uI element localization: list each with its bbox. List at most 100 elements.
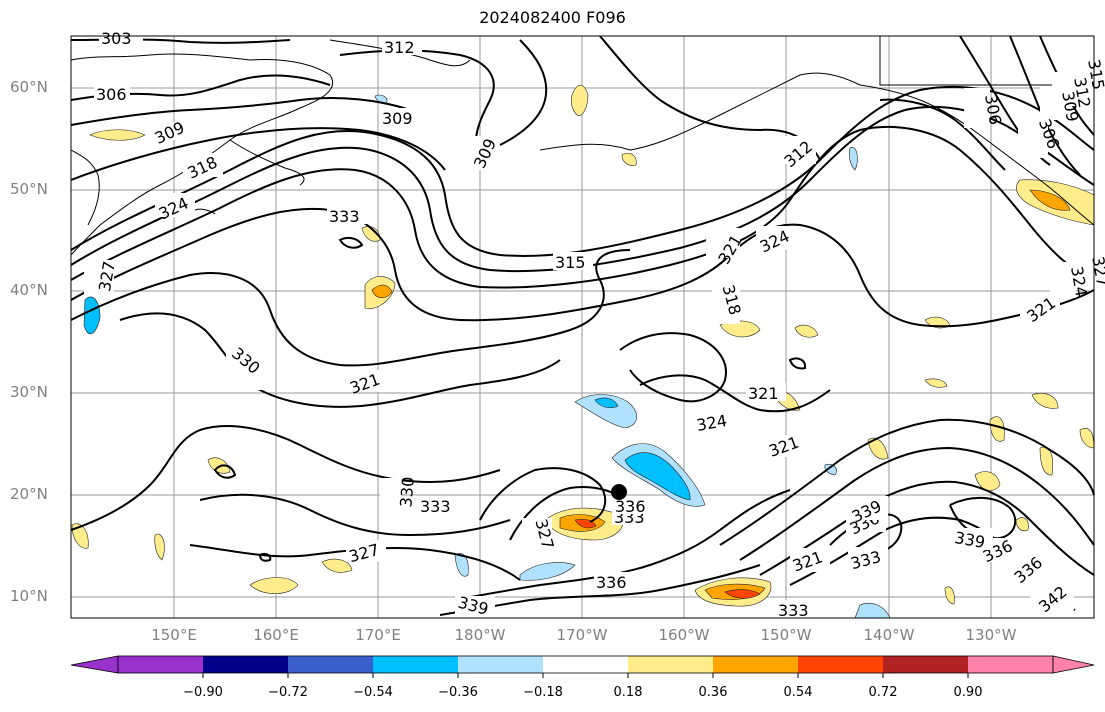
contour-327c [759, 480, 1095, 576]
contour-label: 315 [1084, 58, 1105, 91]
shade-pos-2-red [724, 589, 761, 599]
shade-pos-7 [974, 471, 1001, 492]
colorbar-cell [543, 656, 628, 673]
figure-title: 2024082400 F096 [479, 8, 626, 27]
contour-336b [454, 489, 791, 601]
shade-pos-3 [570, 84, 589, 116]
shaded-field [71, 84, 1095, 619]
shade-pos-18 [794, 324, 819, 338]
lat-label: 30°N [10, 383, 48, 401]
contour-label: 330 [396, 476, 418, 508]
contour-324b [739, 446, 1095, 561]
shade-pos-14 [71, 523, 89, 549]
shade-neg-4 [454, 553, 469, 577]
shade-pos-22 [1015, 517, 1029, 532]
colorbar-tick-label: −0.18 [523, 685, 563, 700]
coast-sakhalin [70, 149, 100, 226]
shade-pos-alaska-orange [1029, 189, 1071, 211]
lat-label: 10°N [10, 587, 48, 605]
contour-label: 312 [384, 38, 415, 57]
colorbar [70, 655, 1095, 678]
colorbar-cell [288, 656, 373, 673]
colorbar-cell [203, 656, 288, 673]
lat-label: 60°N [10, 78, 48, 96]
lon-label: 150°E [151, 626, 197, 644]
lon-label: 150°W [760, 626, 812, 644]
map-panel: 303 306 309 309 309 312 312 315 318 318 [70, 29, 1105, 620]
coast-kamchatka [70, 53, 333, 256]
contour-309 [70, 97, 411, 126]
contour-label: 333 [420, 497, 451, 516]
lat-label: 40°N [10, 281, 48, 299]
contour-336 [479, 467, 607, 523]
shade-pos-16 [321, 558, 353, 573]
shade-neg-2 [574, 394, 637, 429]
colorbar-tick-label: 0.18 [613, 685, 643, 700]
shade-pos-11 [989, 416, 1005, 442]
colorbar-cell [373, 656, 458, 673]
contour-333 [199, 493, 511, 537]
colorbar-tick-label: −0.90 [183, 685, 223, 700]
coast-aleutians-alaska [539, 72, 861, 151]
shade-pos-19 [621, 152, 637, 166]
shade-pos-20 [1031, 392, 1059, 409]
contour-330 [119, 312, 561, 408]
contour-315 [70, 85, 1095, 257]
lon-label: 180°W [454, 626, 506, 644]
lat-label: 50°N [10, 180, 48, 198]
shade-pos-24 [944, 586, 955, 605]
shade-pos-8 [867, 437, 889, 460]
contour-306b [879, 98, 1006, 171]
shade-neg-3 [519, 562, 576, 581]
contour-label: 321 [748, 384, 779, 403]
contour-321b [719, 418, 1095, 546]
contour-label: 315 [555, 253, 586, 272]
contour-327 [70, 249, 631, 367]
colorbar-tick-label: −0.36 [438, 685, 478, 700]
colorbar-cell [713, 656, 798, 673]
contour-label: 303 [101, 29, 132, 48]
contour-324c [619, 332, 727, 403]
contour-label: 333 [778, 601, 809, 620]
coast-okhotsk [229, 139, 305, 186]
contour-330b [70, 424, 501, 531]
shade-neg-west [83, 296, 101, 335]
contour-label: 336 [615, 497, 646, 516]
colorbar-tick-label: 0.36 [698, 685, 728, 700]
colorbar-cell [883, 656, 968, 673]
lon-label: 140°W [863, 626, 915, 644]
contour-321c [639, 374, 831, 413]
colorbar-cell [798, 656, 883, 673]
shade-pos-5 [89, 129, 146, 141]
contour-label: 336 [596, 573, 627, 592]
map-frame [70, 35, 1095, 619]
shade-neg-core [624, 452, 691, 501]
lat-label: 20°N [10, 485, 48, 503]
shade-neg-6 [848, 147, 858, 171]
colorbar-extend-low [70, 655, 119, 674]
lon-label: 130°W [965, 626, 1017, 644]
colorbar-cell [628, 656, 713, 673]
contour-label: 333 [329, 207, 360, 226]
contour-label: 309 [382, 109, 413, 128]
colorbar-tick-label: −0.72 [268, 685, 308, 700]
lon-label: 170°W [556, 626, 608, 644]
coast-kuril [194, 208, 216, 215]
shade-pos-15 [154, 533, 165, 561]
contour-321 [70, 125, 1095, 289]
colorbar-tick-label: 0.54 [783, 685, 813, 700]
border-canada [879, 36, 1094, 86]
contour-label: 306 [96, 85, 127, 104]
colorbar-cell [118, 656, 203, 673]
shade-neg-2-core [594, 397, 619, 409]
coast-chukotka [329, 39, 471, 67]
contour-324 [70, 207, 1095, 328]
contour-cell-3 [258, 552, 272, 562]
contour-312 [70, 127, 446, 181]
colorbar-tick-label: 0.72 [868, 685, 898, 700]
colorbar-outline [117, 655, 1054, 674]
contour-cell-1 [213, 464, 237, 479]
colorbar-extend-high [1052, 655, 1095, 674]
